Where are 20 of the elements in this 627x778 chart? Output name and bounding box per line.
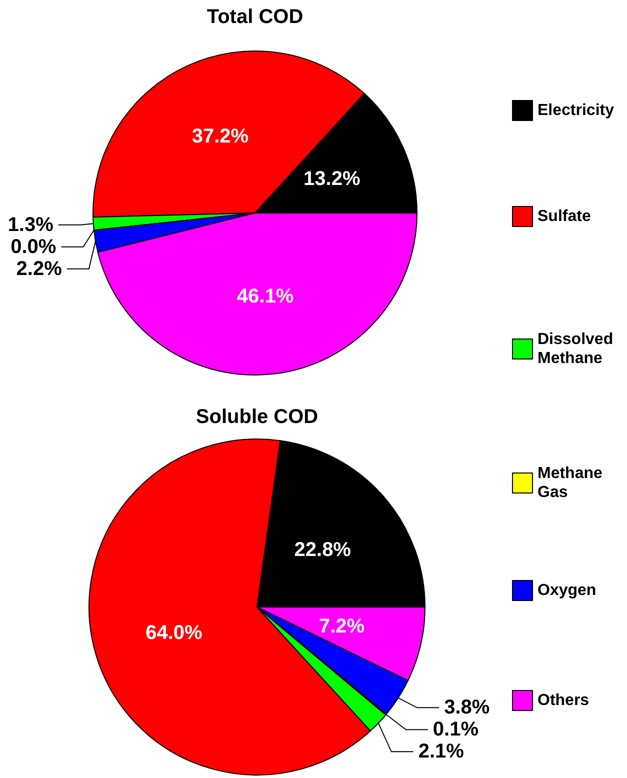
- chart-title: Soluble COD: [196, 406, 318, 428]
- data-label: 2.2%: [16, 258, 62, 280]
- data-label: 22.8%: [294, 538, 352, 561]
- legend-label: Sulfate: [538, 208, 591, 225]
- legend-label: Others: [538, 692, 590, 709]
- data-label: 3.8%: [444, 696, 490, 719]
- legend-label: Dissolved Methane: [538, 331, 618, 367]
- data-label: 64.0%: [146, 622, 202, 644]
- legend-label: Oxygen: [538, 582, 596, 599]
- text: 0.0%: [10, 236, 56, 258]
- data-label: 46.1%: [236, 285, 294, 308]
- data-label: 7.2%: [318, 616, 365, 638]
- data-label: 37.2%: [192, 126, 249, 148]
- data-label: 2.1%: [418, 740, 464, 763]
- data-label: 13.2%: [304, 168, 360, 190]
- chart-title: Total COD: [206, 6, 304, 28]
- legend-label: Electricity: [538, 102, 614, 119]
- data-label: 1.3%: [8, 214, 54, 236]
- data-label: 0.1%: [432, 718, 479, 741]
- legend-label: Methane Gas: [538, 465, 607, 501]
